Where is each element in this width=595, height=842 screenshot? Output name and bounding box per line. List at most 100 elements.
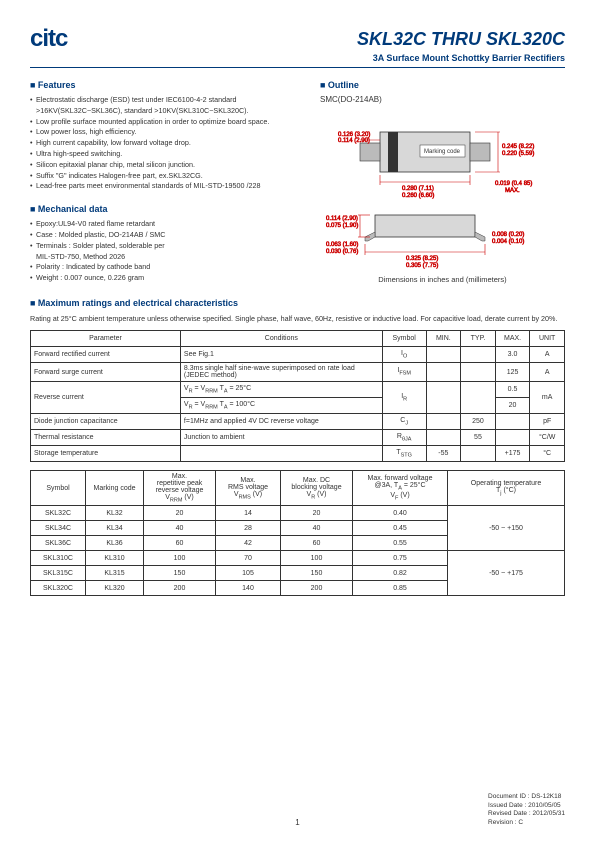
td: 20 <box>281 506 353 521</box>
td: RθJA <box>382 430 426 446</box>
td: KL32 <box>86 506 144 521</box>
td: mA <box>530 382 565 414</box>
th: MAX. <box>495 331 530 347</box>
td: 60 <box>281 536 353 551</box>
td: Forward surge current <box>31 363 181 382</box>
td: Forward rectified current <box>31 347 181 363</box>
td <box>426 382 461 414</box>
td: KL34 <box>86 521 144 536</box>
td: SKL36C <box>31 536 86 551</box>
feature-item: Lead-free parts meet environmental stand… <box>30 181 300 192</box>
td: 0.82 <box>353 566 448 581</box>
left-col: ■ Features Electrostatic discharge (ESD)… <box>30 80 300 284</box>
mech-item: Polarity : Indicated by cathode band <box>30 262 300 273</box>
outline-label: SMC(DO-214AB) <box>320 95 565 104</box>
td: 28 <box>216 521 281 536</box>
td <box>495 414 530 430</box>
td <box>426 430 461 446</box>
feature-item: Suffix "G" indicates Halogen-free part, … <box>30 171 300 182</box>
td: -55 <box>426 446 461 462</box>
td: 70 <box>216 551 281 566</box>
td <box>426 347 461 363</box>
features-list: Electrostatic discharge (ESD) test under… <box>30 95 300 192</box>
ratings-table-2: Symbol Marking code Max.repetitive peakr… <box>30 470 565 596</box>
td: 20 <box>144 506 216 521</box>
th: TYP. <box>461 331 496 347</box>
outline-heading: ■ Outline <box>320 80 565 90</box>
mech-item: Case : Molded plastic, DO-214AB / SMC <box>30 230 300 241</box>
td <box>461 363 496 382</box>
td: f=1MHz and applied 4V DC reverse voltage <box>180 414 382 430</box>
td: -50 ~ +150 <box>448 506 565 551</box>
dim: 0.063 (1.60) <box>326 242 358 248</box>
td: Junction to ambient <box>180 430 382 446</box>
mech-item: Terminals : Solder plated, solderable pe… <box>30 241 300 252</box>
page-title: SKL32C THRU SKL320C <box>30 29 565 50</box>
td: 55 <box>461 430 496 446</box>
th: Marking code <box>86 471 144 506</box>
two-col-layout: ■ Features Electrostatic discharge (ESD)… <box>30 80 565 284</box>
td: 105 <box>216 566 281 581</box>
td: SKL34C <box>31 521 86 536</box>
td: 125 <box>495 363 530 382</box>
td: 0.55 <box>353 536 448 551</box>
th: Max.repetitive peakreverse voltageVRRM (… <box>144 471 216 506</box>
td: Diode junction capacitance <box>31 414 181 430</box>
td: See Fig.1 <box>180 347 382 363</box>
dim: 0.019 (0.4 85) <box>495 181 532 187</box>
td <box>461 382 496 414</box>
right-col: ■ Outline SMC(DO-214AB) Marking code 0.1… <box>320 80 565 284</box>
dim: 0.114 (2.90) <box>326 216 358 222</box>
td: KL315 <box>86 566 144 581</box>
dim: 0.004 (0.10) <box>492 239 524 245</box>
td: A <box>530 347 565 363</box>
doc-info: Document ID : DS-12K18 Issued Date : 201… <box>488 793 565 827</box>
dim: 0.325 (8.25) <box>406 256 438 262</box>
td: CJ <box>382 414 426 430</box>
th: MIN. <box>426 331 461 347</box>
page-number: 1 <box>30 818 565 827</box>
td: 200 <box>281 581 353 596</box>
td: TSTG <box>382 446 426 462</box>
td: 14 <box>216 506 281 521</box>
page-subtitle: 3A Surface Mount Schottky Barrier Rectif… <box>30 53 565 63</box>
td: 150 <box>281 566 353 581</box>
ratings-table-1: Parameter Conditions Symbol MIN. TYP. MA… <box>30 330 565 462</box>
td: VR = VRRM TA = 100°C <box>180 398 382 414</box>
dim: 0.114 (2.90) <box>338 138 370 144</box>
td <box>461 347 496 363</box>
feature-item: Ultra high-speed switching. <box>30 149 300 160</box>
dim: 0.008 (0.20) <box>492 232 524 238</box>
td: 250 <box>461 414 496 430</box>
td: KL36 <box>86 536 144 551</box>
td <box>461 446 496 462</box>
package-diagram: Marking code 0.126 (3.20) 0.114 (2.90) 0… <box>320 110 550 270</box>
td: 0.75 <box>353 551 448 566</box>
dim: 0.030 (0.76) <box>326 249 358 255</box>
dim: 0.245 (8.22) <box>502 144 534 150</box>
td: Thermal resistance <box>31 430 181 446</box>
td <box>426 414 461 430</box>
marking-code-label: Marking code <box>424 149 461 155</box>
td: VR = VRRM TA = 25°C <box>180 382 382 398</box>
ratings-note: Rating at 25°C ambient temperature unles… <box>30 314 565 324</box>
ratings-section: ■ Maximum ratings and electrical charact… <box>30 298 565 596</box>
td: SKL315C <box>31 566 86 581</box>
td: 8.3ms single half sine-wave superimposed… <box>180 363 382 382</box>
features-heading: ■ Features <box>30 80 300 90</box>
td: 140 <box>216 581 281 596</box>
td: SKL32C <box>31 506 86 521</box>
td: 150 <box>144 566 216 581</box>
dim: MAX. <box>505 188 520 194</box>
td: SKL310C <box>31 551 86 566</box>
footer: 1 Document ID : DS-12K18 Issued Date : 2… <box>30 818 565 827</box>
td: SKL320C <box>31 581 86 596</box>
td: IR <box>382 382 426 414</box>
td: 200 <box>144 581 216 596</box>
th: UNIT <box>530 331 565 347</box>
th: Operating temperatureTj (°C) <box>448 471 565 506</box>
dim: 0.220 (5.59) <box>502 151 534 157</box>
mech-item: Weight : 0.007 ounce, 0.226 gram <box>30 273 300 284</box>
td: 3.0 <box>495 347 530 363</box>
td: 40 <box>144 521 216 536</box>
